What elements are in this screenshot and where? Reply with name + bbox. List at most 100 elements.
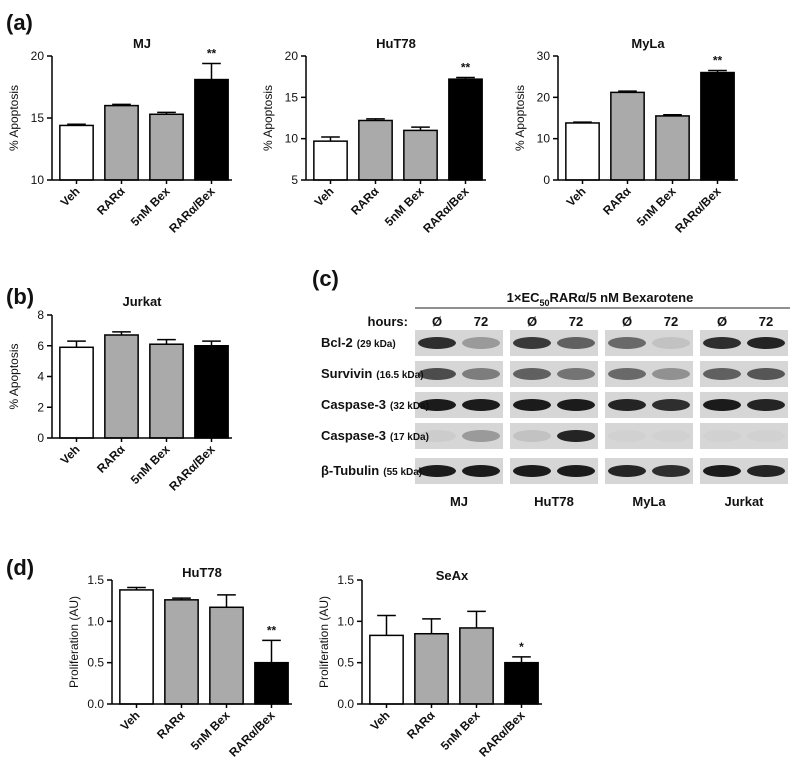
y-tick-label: 0.0: [337, 697, 354, 711]
bar: [403, 129, 438, 181]
blot-band: [557, 430, 595, 442]
blot-title-part: 1×EC: [507, 290, 540, 305]
y-tick-label: 1.0: [337, 614, 354, 628]
bar: [209, 606, 244, 705]
blot-band: [652, 337, 690, 349]
bar: [610, 91, 645, 181]
chart-title: Jurkat: [122, 294, 162, 309]
chart-title: MyLa: [631, 36, 665, 51]
time-label: 72: [664, 314, 678, 329]
cell-line-label: MyLa: [632, 494, 666, 509]
blot-band: [608, 399, 646, 411]
protein-size: (55 kDa): [383, 467, 422, 478]
x-tick-label: Veh: [564, 184, 589, 209]
protein-size: (16.5 kDa): [376, 370, 423, 381]
y-tick-label: 6: [37, 339, 44, 353]
blot-band: [608, 368, 646, 380]
y-tick-label: 0.0: [87, 697, 104, 711]
blot-band: [652, 399, 690, 411]
cell-line-label: Jurkat: [724, 494, 764, 509]
cell-line-label: MJ: [450, 494, 468, 509]
panel-label: (c): [312, 266, 339, 291]
blot-band: [652, 368, 690, 380]
blot-band: [418, 430, 456, 442]
y-axis-label: % Apoptosis: [261, 85, 275, 151]
time-label: 72: [759, 314, 773, 329]
panel-label: (d): [6, 555, 34, 580]
blot-row-label: Survivin (16.5 kDa): [321, 366, 424, 381]
bar: [194, 78, 229, 181]
hours-label: hours:: [368, 314, 408, 329]
significance: **: [713, 53, 723, 67]
bar: [369, 634, 404, 705]
y-tick-label: 30: [537, 49, 551, 63]
bar: [504, 661, 539, 705]
y-tick-label: 20: [31, 49, 45, 63]
blot-band: [747, 337, 785, 349]
blot-background: [605, 423, 693, 449]
blot-band: [418, 368, 456, 380]
y-tick-label: 1.5: [87, 573, 104, 587]
time-label: 72: [569, 314, 583, 329]
blot-band: [513, 465, 551, 477]
blot-band: [513, 337, 551, 349]
blot-band: [557, 337, 595, 349]
blot-background: [415, 423, 503, 449]
chart-title: MJ: [133, 36, 151, 51]
blot-band: [513, 430, 551, 442]
blot-row-label: β-Tubulin (55 kDa): [321, 463, 422, 478]
y-tick-label: 0: [37, 431, 44, 445]
significance: **: [207, 46, 217, 60]
blot-band: [703, 337, 741, 349]
chart-title: SeAx: [436, 568, 469, 583]
bar: [194, 345, 229, 439]
y-tick-label: 10: [31, 173, 45, 187]
protein-size: (29 kDa): [357, 339, 396, 350]
blot-band: [608, 430, 646, 442]
blot-band: [703, 465, 741, 477]
y-tick-label: 5: [291, 173, 298, 187]
blot-band: [462, 337, 500, 349]
x-tick-label: 5nM Bex: [188, 708, 233, 753]
x-tick-label: Veh: [58, 442, 83, 467]
y-tick-label: 10: [537, 132, 551, 146]
blot-band: [557, 465, 595, 477]
panel-label: (b): [6, 284, 34, 309]
y-tick-label: 0.5: [87, 656, 104, 670]
x-tick-label: RARα: [600, 184, 634, 218]
x-tick-label: Veh: [368, 708, 393, 733]
x-tick-label: RARα/Bex: [166, 442, 218, 494]
x-tick-label: RARα: [154, 708, 188, 742]
y-tick-label: 20: [285, 49, 299, 63]
blot-band: [418, 465, 456, 477]
bar: [565, 122, 600, 181]
panel-label: (a): [6, 10, 33, 35]
protein-name: β-Tubulin: [321, 463, 379, 478]
blot-band: [747, 465, 785, 477]
y-axis-label: % Apoptosis: [513, 85, 527, 151]
time-label: Ø: [527, 314, 537, 329]
protein-name: Survivin: [321, 366, 372, 381]
bar: [59, 124, 94, 181]
bar: [149, 113, 184, 181]
x-tick-label: RARα: [94, 442, 128, 476]
y-tick-label: 0: [543, 173, 550, 187]
bar: [313, 140, 348, 181]
y-tick-label: 8: [37, 308, 44, 322]
x-tick-label: 5nM Bex: [634, 184, 679, 229]
y-axis-label: Proliferation (AU): [317, 596, 331, 688]
x-tick-label: RARα: [348, 184, 382, 218]
blot-band: [418, 399, 456, 411]
protein-name: Bcl-2: [321, 335, 353, 350]
x-tick-label: 5nM Bex: [382, 184, 427, 229]
x-tick-label: 5nM Bex: [438, 708, 483, 753]
blot-band: [703, 430, 741, 442]
blot-row-label: Caspase-3 (17 kDa): [321, 428, 429, 443]
x-tick-label: Veh: [118, 708, 143, 733]
blot-band: [608, 337, 646, 349]
blot-row-label: Bcl-2 (29 kDa): [321, 335, 396, 350]
bar: [119, 589, 154, 705]
time-label: 72: [474, 314, 488, 329]
blot-band: [652, 465, 690, 477]
blot-band: [462, 368, 500, 380]
